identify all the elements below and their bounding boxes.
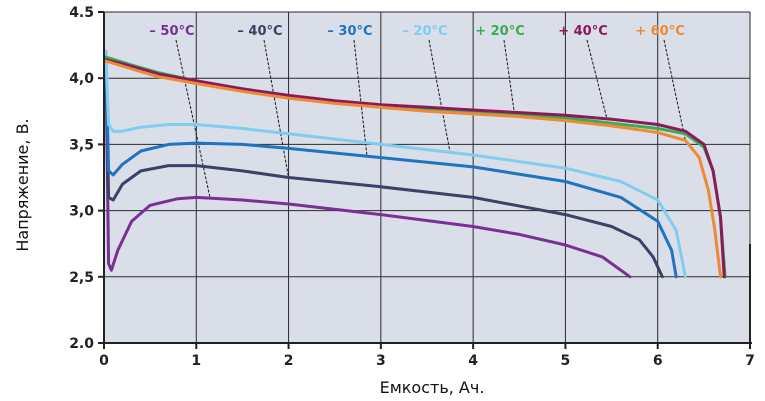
x-tick-label: 0 <box>99 353 109 369</box>
legend-leader-lines <box>175 39 686 199</box>
legend-item: + 60°C <box>635 24 685 39</box>
series-line <box>104 58 726 279</box>
legend-leader-line <box>586 39 608 119</box>
plot-background <box>104 12 750 343</box>
legend-item: + 20°C <box>475 24 525 39</box>
y-tick-label: 2,5 <box>69 270 94 286</box>
legend-leader-line <box>428 39 451 153</box>
y-tick-label: 4.5 <box>69 5 94 21</box>
series-line <box>104 59 722 279</box>
legend-leader-line <box>663 39 686 141</box>
legend-item: – 50°C <box>149 24 194 39</box>
series-line <box>104 50 678 279</box>
x-tick-label: 5 <box>561 353 571 369</box>
axes <box>98 11 752 349</box>
x-tick-label: 2 <box>284 353 294 369</box>
y-tick-label: 3,5 <box>69 137 94 153</box>
y-tick-label: 4,0 <box>69 71 94 87</box>
x-tick-label: 4 <box>468 353 478 369</box>
y-tick-label: 2.0 <box>69 336 94 352</box>
y-axis-label: Напряжение, В. <box>13 118 32 251</box>
legend: – 50°C – 40°C – 30°C – 20°C + 20°C + 40°C + 60… <box>149 24 684 39</box>
legend-item: – 20°C <box>402 24 447 39</box>
x-tick-label: 3 <box>376 353 386 369</box>
x-tick-label: 6 <box>653 353 663 369</box>
x-tick-label: 1 <box>191 353 201 369</box>
y-tick-label: 3,0 <box>69 204 94 220</box>
x-axis-label: Емкость, Ач. <box>380 378 485 397</box>
legend-leader-line <box>263 39 290 178</box>
legend-leader-line <box>353 39 368 157</box>
legend-item: – 30°C <box>327 24 372 39</box>
legend-item: – 40°C <box>237 24 282 39</box>
y-tick-labels: 2.0 2,5 3,0 3,5 4,0 4.5 <box>69 5 94 352</box>
series-lines <box>104 50 727 279</box>
series-line <box>104 50 632 279</box>
x-tick-label: 7 <box>745 353 755 369</box>
series-line <box>104 50 687 279</box>
legend-item: + 40°C <box>558 24 608 39</box>
series-line <box>104 50 664 279</box>
x-tick-labels: 0 1 2 3 4 5 6 7 <box>99 353 755 369</box>
legend-leader-line <box>503 39 516 116</box>
